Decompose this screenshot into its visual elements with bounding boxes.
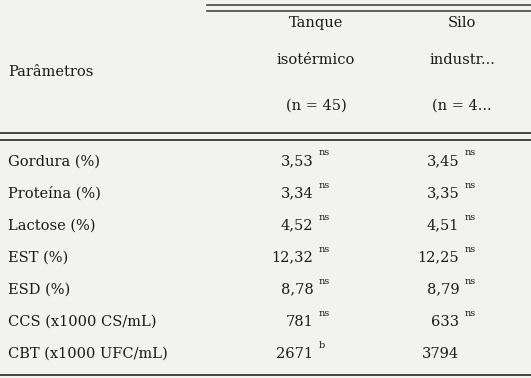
- Text: 3,34: 3,34: [280, 186, 313, 200]
- Text: 12,25: 12,25: [418, 251, 459, 265]
- Text: 3,35: 3,35: [426, 186, 459, 200]
- Text: Tanque: Tanque: [289, 15, 343, 30]
- Text: (n = 4...: (n = 4...: [432, 99, 492, 113]
- Text: 4,51: 4,51: [427, 218, 459, 232]
- Text: Lactose (%): Lactose (%): [8, 218, 96, 232]
- Text: 3794: 3794: [422, 347, 459, 361]
- Text: 4,52: 4,52: [281, 218, 313, 232]
- Text: 8,78: 8,78: [280, 283, 313, 297]
- Text: b: b: [319, 341, 325, 350]
- Text: 8,79: 8,79: [427, 283, 459, 297]
- Text: ns: ns: [465, 149, 476, 158]
- Text: ESD (%): ESD (%): [8, 283, 70, 297]
- Text: ns: ns: [319, 213, 330, 222]
- Text: Silo: Silo: [448, 15, 476, 30]
- Text: CCS (x1000 CS/mL): CCS (x1000 CS/mL): [8, 315, 157, 329]
- Text: ns: ns: [319, 149, 330, 158]
- Text: ns: ns: [465, 213, 476, 222]
- Text: 781: 781: [286, 315, 313, 329]
- Text: (n = 45): (n = 45): [286, 99, 346, 113]
- Text: 3,45: 3,45: [427, 154, 459, 168]
- Text: ns: ns: [319, 277, 330, 286]
- Text: Parâmetros: Parâmetros: [8, 65, 93, 79]
- Text: CBT (x1000 UFC/mL): CBT (x1000 UFC/mL): [8, 347, 168, 361]
- Text: 633: 633: [431, 315, 459, 329]
- Text: ns: ns: [319, 181, 330, 190]
- Text: Proteína (%): Proteína (%): [8, 186, 101, 201]
- Text: ns: ns: [465, 277, 476, 286]
- Text: 2671: 2671: [276, 347, 313, 361]
- Text: 12,32: 12,32: [271, 251, 313, 265]
- Text: isotérmico: isotérmico: [277, 53, 355, 68]
- Text: 3,53: 3,53: [280, 154, 313, 168]
- Text: Gordura (%): Gordura (%): [8, 154, 100, 168]
- Text: ns: ns: [465, 181, 476, 190]
- Text: ns: ns: [465, 309, 476, 318]
- Text: ns: ns: [319, 309, 330, 318]
- Text: ns: ns: [465, 245, 476, 254]
- Text: ns: ns: [319, 245, 330, 254]
- Text: industr...: industr...: [429, 53, 495, 68]
- Text: EST (%): EST (%): [8, 251, 68, 265]
